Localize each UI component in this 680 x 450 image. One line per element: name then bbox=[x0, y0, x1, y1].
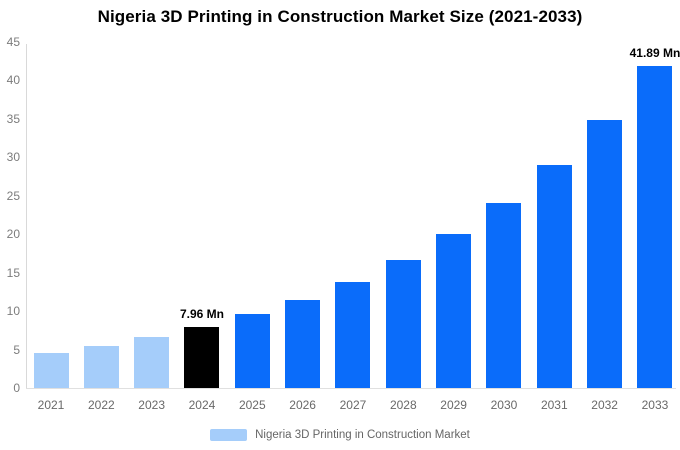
y-label-45: 45 bbox=[6, 35, 20, 49]
bar-2027 bbox=[335, 281, 371, 388]
bar-2032 bbox=[587, 120, 623, 388]
bar-2025 bbox=[234, 314, 270, 388]
bar-2022 bbox=[83, 345, 119, 388]
value-label-2024: 7.96 Mn bbox=[179, 306, 224, 321]
x-label-2027: 2027 bbox=[339, 398, 367, 412]
legend-swatch bbox=[210, 429, 248, 441]
y-axis-line bbox=[26, 44, 27, 388]
x-axis-line bbox=[26, 388, 676, 389]
y-label-35: 35 bbox=[6, 111, 20, 126]
x-label-2021: 2021 bbox=[37, 398, 65, 412]
x-label-2028: 2028 bbox=[389, 398, 417, 412]
x-label-2022: 2022 bbox=[87, 398, 115, 412]
x-label-2029: 2029 bbox=[440, 398, 467, 412]
y-label-15: 15 bbox=[6, 265, 20, 280]
legend-label: Nigeria 3D Printing in Construction Mark… bbox=[255, 429, 470, 441]
y-label-40: 40 bbox=[6, 73, 20, 88]
bar-2031 bbox=[536, 165, 572, 388]
chart-title: Nigeria 3D Printing in Construction Mark… bbox=[97, 7, 583, 26]
bar-2026 bbox=[285, 299, 321, 388]
legend-item[interactable]: Nigeria 3D Printing in Construction Mark… bbox=[0, 425, 680, 445]
bar-2023 bbox=[134, 337, 170, 388]
x-label-2023: 2023 bbox=[138, 398, 165, 412]
x-label-2024: 2024 bbox=[188, 398, 216, 412]
x-label-2032: 2032 bbox=[591, 398, 618, 412]
bar-2033 bbox=[637, 65, 673, 388]
y-label-5: 5 bbox=[13, 342, 20, 357]
y-label-30: 30 bbox=[6, 150, 20, 165]
bar-2030 bbox=[486, 202, 522, 388]
value-label-2033: 41.89 Mn bbox=[629, 45, 680, 60]
y-label-0: 0 bbox=[13, 381, 20, 395]
y-label-25: 25 bbox=[6, 188, 20, 203]
x-label-2030: 2030 bbox=[490, 398, 518, 412]
bar-2024 bbox=[184, 326, 220, 388]
y-label-20: 20 bbox=[6, 227, 20, 242]
x-label-2025: 2025 bbox=[238, 398, 266, 412]
x-label-2031: 2031 bbox=[540, 398, 568, 412]
x-label-2026: 2026 bbox=[289, 398, 316, 412]
x-label-2033: 2033 bbox=[641, 398, 669, 412]
bar-2029 bbox=[436, 233, 472, 388]
bar-2021 bbox=[33, 353, 69, 388]
y-label-10: 10 bbox=[6, 304, 20, 319]
bar-2028 bbox=[385, 259, 421, 388]
